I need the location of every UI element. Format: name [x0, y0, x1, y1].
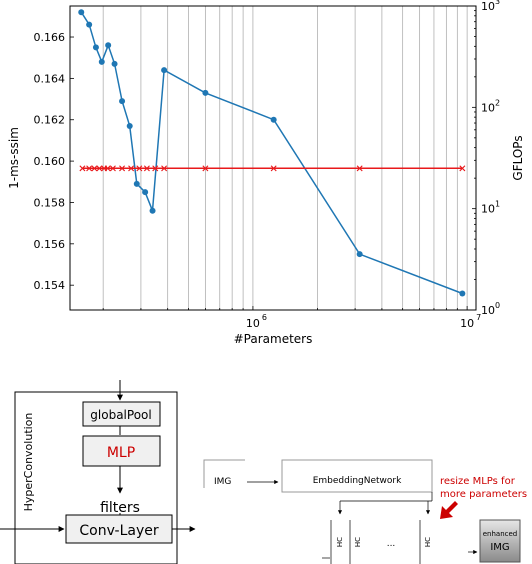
- data-point: [105, 42, 112, 49]
- conv-layer-label: Conv-Layer: [79, 523, 158, 539]
- data-point-x: [270, 165, 277, 172]
- y-tick-label: 0.156: [34, 238, 66, 251]
- y2-tick-exponent: 3: [495, 0, 500, 6]
- x-tick-label: 10: [246, 317, 260, 330]
- enhanced-label-line2: IMG: [490, 542, 509, 553]
- data-point-x: [202, 165, 209, 172]
- enhanced-label-line1: enhanced: [483, 530, 518, 538]
- x-tick-exponent: 6: [262, 313, 267, 322]
- data-point: [92, 44, 99, 51]
- data-point: [270, 116, 277, 123]
- hc-ellipsis: ...: [387, 539, 396, 549]
- y2-axis-label: GFLOPs: [511, 135, 525, 180]
- resize-note-line1: resize MLPs for: [440, 476, 516, 487]
- mlp-box: [82, 435, 161, 467]
- hc-label-1: HC: [336, 537, 344, 547]
- x-tick-exponent: 7: [476, 313, 481, 322]
- y-tick-label: 0.166: [34, 31, 66, 44]
- series-layer: [78, 9, 466, 297]
- data-point-x: [356, 165, 363, 172]
- data-point-x: [161, 165, 168, 172]
- y-tick-label: 0.160: [34, 155, 66, 168]
- data-point: [356, 251, 363, 258]
- data-point: [149, 207, 156, 214]
- data-point-x: [136, 165, 143, 172]
- y2-tick-exponent: 0: [495, 301, 500, 310]
- hyperconvolution-diagram: HyperConvolution globalPool MLP filters …: [0, 380, 527, 564]
- y-tick-label: 0.154: [34, 279, 66, 292]
- y2-tick-label: 10: [481, 101, 495, 114]
- filters-label: filters: [100, 500, 140, 516]
- global-pool-box: [82, 401, 161, 427]
- data-point: [126, 122, 133, 129]
- y-tick-label: 0.158: [34, 196, 66, 209]
- enhanced-img-box: [479, 519, 521, 563]
- data-point-x: [96, 165, 103, 172]
- data-point: [119, 98, 126, 105]
- embedding-network-label: EmbeddingNetwork: [313, 476, 402, 486]
- global-pool-label: globalPool: [90, 408, 151, 422]
- axis-ticks: 10 6 10 70.1540.1560.1580.1600.1620.1640.16…: [34, 0, 501, 330]
- data-point-x: [91, 165, 98, 172]
- img-box: [203, 459, 245, 488]
- hc-label-3: HC: [424, 537, 432, 547]
- data-point-x: [119, 165, 126, 172]
- mlp-label: MLP: [107, 445, 135, 461]
- data-point: [133, 180, 140, 187]
- data-point-x: [152, 165, 159, 172]
- data-point-x: [86, 165, 93, 172]
- data-point-x: [128, 165, 135, 172]
- y2-tick-exponent: 1: [495, 200, 500, 209]
- series-line-0: [80, 11, 463, 295]
- conv-layer-box: [65, 514, 173, 544]
- y2-tick-label: 10: [481, 304, 495, 317]
- plot-frame: [69, 5, 477, 311]
- hyperconvolution-title: HyperConvolution: [22, 413, 35, 512]
- data-point-x: [104, 165, 111, 172]
- data-point: [142, 189, 149, 196]
- y-axis-label: 1-ms-ssim: [7, 127, 21, 189]
- grid-lines: [102, 6, 468, 310]
- data-point-x: [79, 165, 86, 172]
- y2-tick-exponent: 2: [495, 98, 500, 107]
- data-point-x: [143, 165, 150, 172]
- y-tick-label: 0.162: [34, 114, 66, 127]
- y2-tick-label: 10: [481, 0, 495, 13]
- data-point-x: [459, 165, 466, 172]
- data-point: [98, 58, 105, 65]
- embedding-network-box: [281, 459, 433, 493]
- data-point: [78, 9, 85, 16]
- hc-label-2: HC: [354, 537, 362, 547]
- resize-note-line2: more parameters: [440, 489, 527, 500]
- y-tick-label: 0.164: [34, 72, 66, 85]
- data-point: [459, 290, 466, 297]
- y2-tick-label: 10: [481, 203, 495, 216]
- data-point: [202, 89, 209, 96]
- data-point: [111, 60, 118, 67]
- x-tick-label: 10: [460, 317, 474, 330]
- img-label: IMG: [214, 477, 231, 487]
- data-point: [161, 67, 168, 74]
- data-point-x: [109, 165, 116, 172]
- data-point: [86, 21, 93, 28]
- parameters-chart: 10 6 10 70.1540.1560.1580.1600.1620.1640.16…: [7, 0, 525, 346]
- x-axis-label: #Parameters: [234, 332, 313, 346]
- resize-arrow-icon: [440, 501, 458, 519]
